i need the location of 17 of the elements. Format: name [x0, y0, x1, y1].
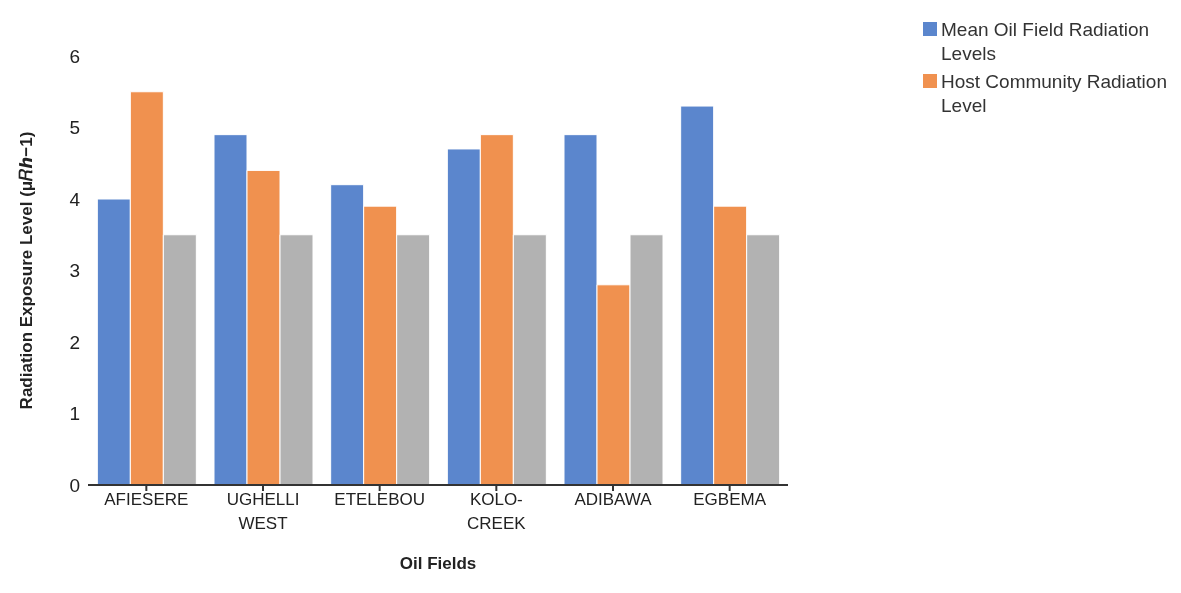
- y-tick-label: 2: [69, 331, 80, 353]
- y-tick-label: 4: [69, 188, 81, 210]
- y-axis-title: Radiation Exposure Level (μ𝑅ℎ−1): [17, 131, 37, 410]
- y-tick-label: 3: [69, 260, 80, 282]
- legend-label: Host Community Radiation Level: [941, 70, 1168, 118]
- x-tick-label: ETELEBOU: [334, 490, 426, 509]
- x-tick-label: ADIBAWA: [574, 490, 653, 509]
- x-tick-label: EGBEMA: [693, 490, 767, 509]
- x-axis-title: Oil Fields: [399, 554, 477, 573]
- legend-label: Mean Oil Field Radiation Levels: [941, 18, 1151, 66]
- x-tick-label: KOLO-CREEK: [467, 490, 527, 533]
- y-tick-label: 1: [69, 403, 80, 425]
- y-tick-label: 6: [69, 45, 80, 67]
- x-tick-label: AFIESERE: [104, 490, 189, 509]
- y-tick-label: 5: [69, 117, 80, 139]
- y-tick-label: 0: [69, 474, 80, 496]
- x-tick-label: UGHELLI WEST: [226, 490, 300, 533]
